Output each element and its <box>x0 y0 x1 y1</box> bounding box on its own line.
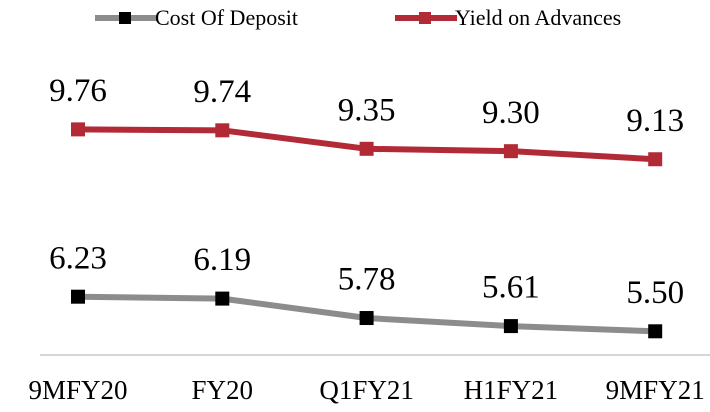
x-tick-label: 9MFY20 <box>28 375 127 405</box>
x-tick-label: H1FY21 <box>464 375 559 405</box>
data-label: 9.76 <box>49 73 107 109</box>
data-label: 5.61 <box>482 270 540 306</box>
marker <box>359 141 374 156</box>
marker <box>648 152 663 167</box>
marker <box>503 319 518 334</box>
x-tick-label: FY20 <box>192 375 254 405</box>
marker <box>503 144 518 159</box>
data-label: 9.35 <box>338 92 396 128</box>
data-label: 6.19 <box>193 242 251 278</box>
marker <box>71 122 85 137</box>
data-label: 9.74 <box>193 74 251 110</box>
data-label: 9.13 <box>626 103 684 139</box>
x-tick-label: 9MFY21 <box>606 375 705 405</box>
data-label: 9.30 <box>482 95 540 131</box>
legend-marker <box>419 12 431 24</box>
marker <box>359 311 374 326</box>
marker <box>71 289 85 304</box>
legend-label: Yield on Advances <box>455 5 621 30</box>
marker <box>215 291 230 306</box>
data-label: 5.78 <box>338 262 396 298</box>
marker <box>215 123 230 138</box>
marker <box>648 324 663 339</box>
legend-label: Cost Of Deposit <box>155 5 298 30</box>
data-label: 6.23 <box>49 240 107 276</box>
legend-marker <box>119 12 131 24</box>
data-label: 5.50 <box>626 275 684 311</box>
x-tick-label: Q1FY21 <box>319 375 414 405</box>
